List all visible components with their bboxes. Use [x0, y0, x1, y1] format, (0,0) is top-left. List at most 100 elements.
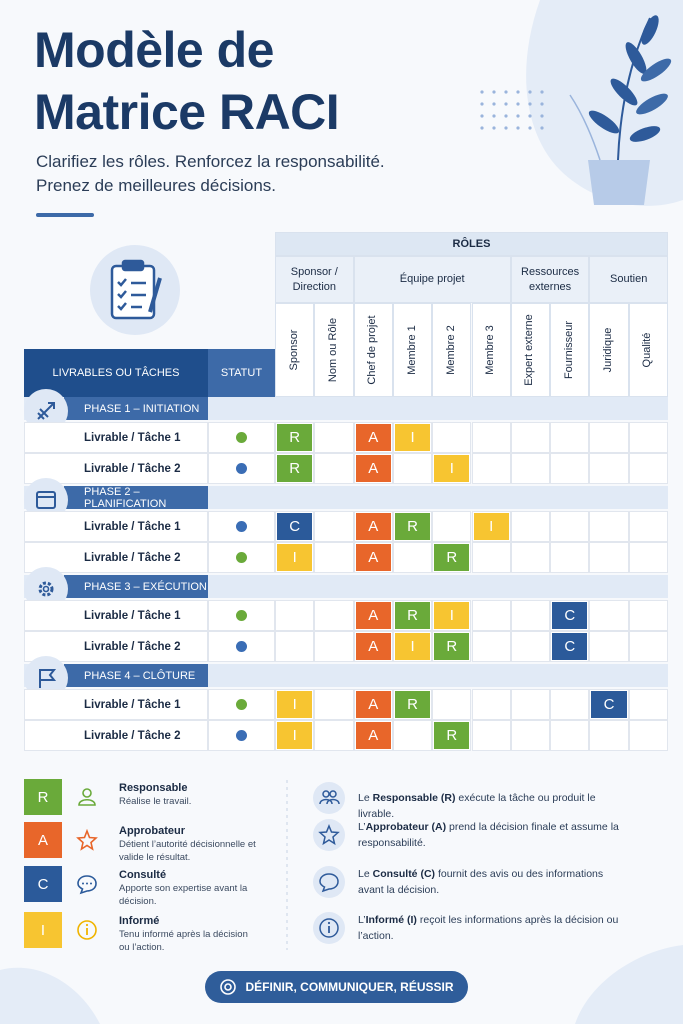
task-cell	[24, 720, 208, 751]
raci-cell	[471, 720, 511, 751]
blob	[526, 0, 683, 206]
raci-cell	[471, 422, 511, 453]
note-icon	[313, 819, 345, 851]
task-label: Livrable / Tâche 1	[84, 609, 181, 622]
role-cell	[353, 303, 393, 397]
raci-cell	[392, 720, 433, 751]
note-after: prend la décision finale et assume la re…	[358, 821, 619, 849]
raci-cell	[628, 631, 668, 662]
raci-cell	[628, 511, 668, 542]
raci-letter: I	[434, 455, 470, 482]
raci-cell	[589, 720, 629, 751]
legend-glyph	[76, 828, 98, 851]
role-name: Juridique	[602, 327, 615, 373]
status-dot	[236, 432, 247, 443]
status-dot	[236, 521, 247, 532]
raci-cell	[510, 511, 551, 542]
task-cell	[24, 689, 208, 720]
phase-glyph	[36, 491, 56, 509]
raci-cell	[510, 600, 551, 631]
task-label: Livrable / Tâche 2	[84, 462, 181, 475]
raci-cell	[550, 422, 590, 453]
subtitle-line: Prenez de meilleures décisions.	[36, 176, 277, 195]
role-cell	[510, 303, 551, 397]
role-group: Ressources externes	[510, 256, 590, 303]
status-cell	[208, 453, 275, 484]
raci-letter: A	[355, 513, 391, 540]
role-cell	[432, 303, 472, 397]
raci-cell	[589, 542, 629, 573]
blob	[575, 945, 683, 1024]
raci-letter: A	[355, 424, 391, 451]
task-label: Livrable / Tâche 1	[84, 431, 181, 444]
note-glyph	[319, 918, 339, 938]
legend-glyph	[77, 875, 97, 895]
raci-cell	[510, 422, 551, 453]
task-label: Livrable / Tâche 2	[84, 729, 181, 742]
status-dot	[236, 730, 247, 741]
legend-name: Informé	[119, 915, 160, 927]
note-icon	[313, 782, 345, 814]
task-cell	[24, 422, 208, 453]
status-dot	[236, 552, 247, 563]
note-after: exécute la tâche ou produit le livrable.	[358, 792, 596, 820]
raci-cell	[550, 720, 590, 751]
raci-cell	[314, 720, 354, 751]
raci-letter: R	[394, 691, 431, 718]
raci-cell	[550, 542, 590, 573]
legend-desc: Détient l’autorité décisionnelle et vali…	[119, 839, 256, 863]
raci-letter: A	[355, 602, 391, 629]
raci-cell	[628, 689, 668, 720]
legend-icon	[76, 786, 98, 808]
note-bold: Approbateur (A)	[365, 821, 447, 833]
raci-letter: I	[277, 691, 313, 718]
legend-icon	[76, 873, 98, 895]
raci-cell	[589, 422, 629, 453]
status-header: STATUT	[208, 349, 275, 397]
raci-cell	[510, 631, 551, 662]
raci-cell	[471, 600, 511, 631]
raci-letter: A	[355, 722, 391, 749]
note-before: L’	[358, 914, 366, 926]
raci-letter: R	[434, 633, 470, 660]
raci-cell	[432, 511, 472, 542]
raci-cell	[589, 631, 629, 662]
raci-cell	[314, 453, 354, 484]
raci-letter: R	[394, 602, 431, 629]
role-name: Membre 3	[484, 325, 497, 375]
note-bold: Responsable (R)	[372, 792, 456, 804]
clipboard-icon	[110, 259, 162, 320]
role-name: Membre 2	[444, 325, 457, 375]
legend-name: Consulté	[119, 869, 167, 881]
raci-letter: I	[394, 633, 431, 660]
note-glyph	[318, 824, 340, 846]
raci-cell	[432, 422, 472, 453]
status-dot	[236, 610, 247, 621]
role-cell	[628, 303, 668, 397]
legend-letter: R	[24, 779, 62, 815]
task-cell	[24, 600, 208, 631]
raci-letter: I	[277, 544, 313, 571]
raci-cell	[510, 542, 551, 573]
task-label: Livrable / Tâche 2	[84, 640, 181, 653]
footer-slogan: DÉFINIR, COMMUNIQUER, RÉUSSIR	[245, 980, 454, 994]
raci-cell	[314, 542, 354, 573]
note-before: Le	[358, 792, 373, 804]
note-icon	[313, 866, 345, 898]
note-before: L’	[358, 821, 366, 833]
role-cell	[550, 303, 590, 397]
raci-cell	[510, 453, 551, 484]
role-group: Équipe projet	[353, 256, 511, 303]
raci-cell	[314, 600, 354, 631]
raci-letter: A	[355, 455, 391, 482]
note-before: Le	[358, 868, 373, 880]
role-cell	[471, 303, 511, 397]
raci-cell	[628, 600, 668, 631]
phase-glyph	[37, 402, 55, 420]
raci-cell	[392, 542, 433, 573]
note-bold: Consulté (C)	[372, 868, 436, 880]
raci-cell	[314, 422, 354, 453]
raci-cell	[510, 720, 551, 751]
note-text: L’Approbateur (A) prend la décision fina…	[358, 819, 628, 851]
